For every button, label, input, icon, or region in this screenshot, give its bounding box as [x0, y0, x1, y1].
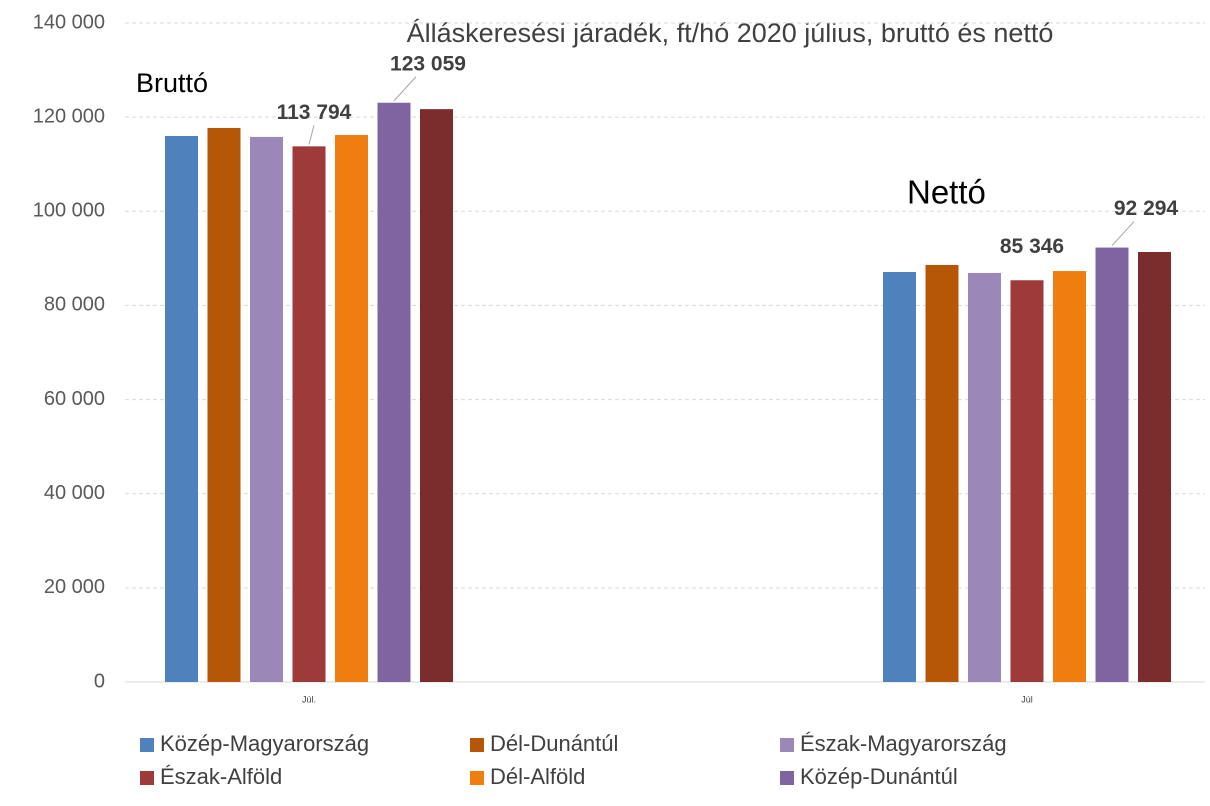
bar — [335, 135, 368, 682]
bar — [250, 136, 283, 683]
data-label: 123 059 — [390, 52, 466, 75]
y-tick-label: 120 000 — [33, 105, 105, 127]
legend-swatch — [470, 738, 484, 752]
bar — [883, 272, 916, 682]
leader-line — [308, 125, 315, 145]
legend-swatch — [140, 771, 154, 785]
bar — [968, 272, 1001, 682]
data-label: 92 294 — [1114, 197, 1179, 220]
bar — [420, 109, 453, 682]
annotation: Bruttó — [136, 68, 208, 98]
bar — [165, 135, 198, 682]
y-tick-label: 80 000 — [44, 294, 105, 316]
legend-label: Dél-Alföld — [490, 764, 585, 789]
bar — [1138, 252, 1171, 682]
legend-swatch — [780, 771, 794, 785]
legend-label: Észak-Alföld — [160, 764, 282, 789]
bar — [207, 127, 241, 682]
legend-label: Közép-Magyarország — [160, 731, 369, 756]
legend-label: Dél-Dunántúl — [490, 731, 618, 756]
y-tick-label: 20 000 — [44, 576, 105, 598]
bar — [1053, 271, 1086, 682]
bar — [1010, 280, 1044, 682]
legend-swatch — [470, 771, 484, 785]
bar — [377, 102, 411, 682]
annotation: Nettó — [907, 174, 986, 211]
x-tick-label: Júl — [1021, 694, 1033, 704]
legend-swatch — [780, 738, 794, 752]
y-tick-label: 0 — [94, 670, 105, 692]
legend-label: Közép-Dunántúl — [800, 764, 958, 789]
data-label: 85 346 — [1000, 235, 1064, 258]
y-tick-label: 60 000 — [44, 388, 105, 410]
y-tick-label: 100 000 — [33, 200, 105, 222]
legend-label: Észak-Magyarország — [800, 731, 1007, 756]
bar — [1095, 247, 1129, 682]
bar — [292, 146, 326, 682]
legend-swatch — [140, 738, 154, 752]
y-tick-label: 40 000 — [44, 482, 105, 504]
leader-line — [393, 76, 417, 102]
leader-line — [1111, 221, 1135, 246]
bar — [925, 264, 959, 682]
y-tick-label: 140 000 — [33, 11, 105, 33]
x-tick-label: Júl. — [302, 694, 316, 704]
data-label: 113 794 — [277, 101, 352, 124]
